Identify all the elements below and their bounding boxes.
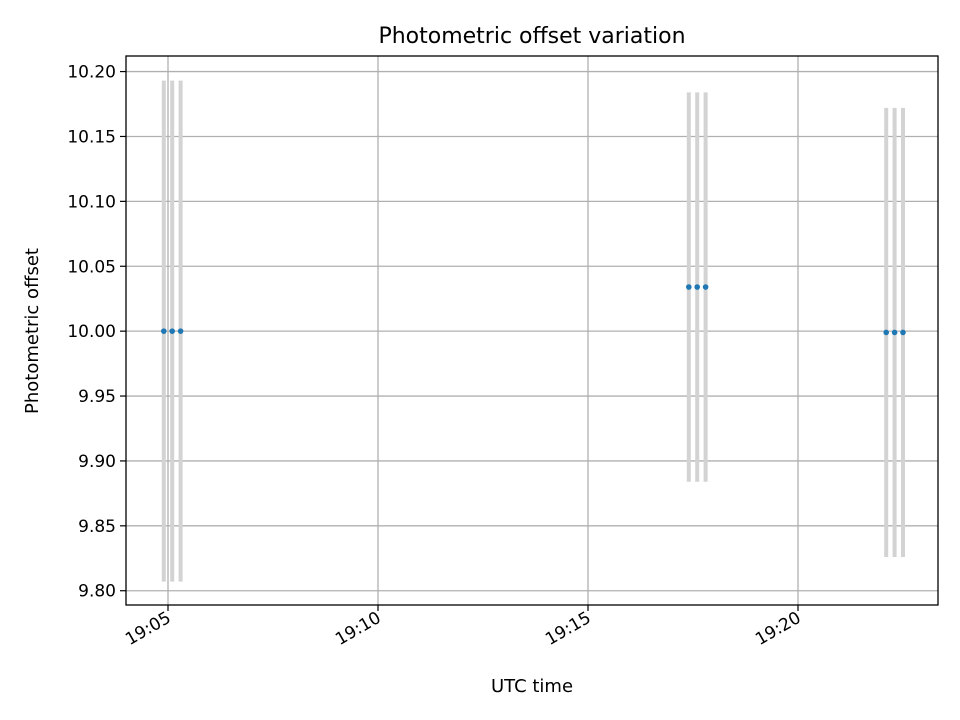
- data-point: [169, 328, 175, 334]
- data-point: [177, 328, 184, 334]
- data-points: [161, 284, 906, 336]
- y-tick-label: 10.10: [67, 192, 116, 212]
- y-tick-label: 9.90: [78, 452, 116, 472]
- y-axis-title: Photometric offset: [22, 248, 43, 414]
- x-tick-label: 19:10: [332, 608, 384, 650]
- y-tick-label: 9.85: [78, 517, 116, 537]
- data-point: [891, 329, 898, 336]
- x-axis-title: UTC time: [491, 676, 573, 697]
- y-tick-label: 10.05: [67, 257, 116, 277]
- data-point: [883, 329, 889, 336]
- data-point: [686, 284, 692, 290]
- y-axis-ticks: 9.80 9.85 9.90 9.95 10.00 10.05 10.10 10.15 10.2…: [67, 63, 126, 602]
- data-point: [161, 328, 167, 334]
- y-tick-label: 10.20: [67, 63, 116, 83]
- data-point: [702, 284, 709, 290]
- chart-title: Photometric offset variation: [378, 24, 685, 49]
- x-tick-label: 19:05: [122, 608, 174, 650]
- x-axis-ticks: 19:05 19:10 19:15 19:20: [122, 605, 805, 650]
- y-tick-label: 10.00: [67, 322, 116, 342]
- x-tick-label: 19:15: [542, 608, 594, 650]
- x-tick-label: 19:20: [752, 608, 804, 650]
- grid: [126, 56, 938, 605]
- plot-area-frame: [125, 55, 939, 606]
- y-tick-label: 9.80: [78, 582, 116, 602]
- y-tick-label: 10.15: [67, 127, 116, 147]
- data-point: [694, 284, 700, 290]
- data-point: [900, 329, 906, 336]
- y-tick-label: 9.95: [78, 387, 116, 407]
